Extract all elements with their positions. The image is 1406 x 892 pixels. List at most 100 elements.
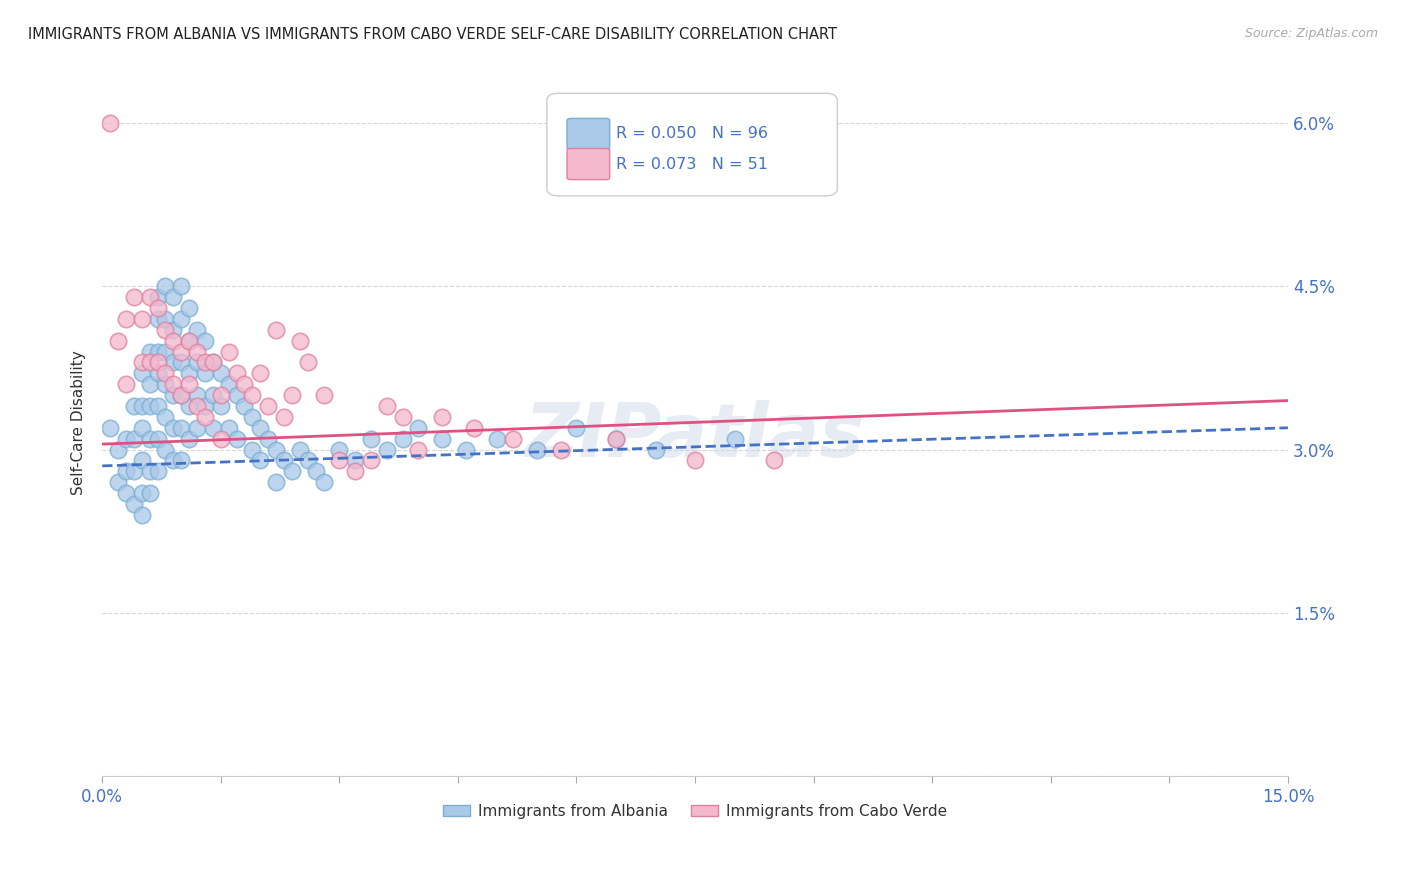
Point (565, 421, 588, 435)
Point (155, 409, 177, 424)
Point (194, 409, 217, 424)
FancyBboxPatch shape (567, 119, 610, 150)
Point (179, 432, 201, 446)
Point (98, 116, 121, 130)
Point (257, 432, 280, 446)
Point (375, 442, 398, 457)
Point (242, 409, 264, 424)
Point (155, 312, 177, 326)
Point (179, 334, 201, 348)
Point (170, 355, 193, 369)
Point (194, 355, 217, 369)
Point (131, 421, 153, 435)
Point (225, 432, 247, 446)
Point (218, 421, 240, 435)
Point (328, 453, 350, 467)
Point (194, 399, 217, 413)
Point (249, 421, 271, 435)
Point (155, 323, 177, 337)
Point (155, 344, 177, 359)
Point (155, 377, 177, 392)
Point (186, 399, 208, 413)
FancyBboxPatch shape (547, 94, 838, 196)
Point (683, 453, 706, 467)
Point (344, 453, 367, 467)
Point (288, 442, 311, 457)
Point (122, 290, 145, 304)
Point (131, 508, 153, 522)
Point (179, 377, 201, 392)
Point (194, 334, 217, 348)
Point (463, 421, 485, 435)
Point (201, 355, 224, 369)
Point (288, 334, 311, 348)
Point (430, 432, 453, 446)
Point (526, 442, 548, 457)
Point (297, 355, 319, 369)
Point (115, 377, 138, 392)
Point (138, 290, 160, 304)
Point (162, 453, 184, 467)
Text: ZIPatlas: ZIPatlas (524, 400, 865, 473)
Point (281, 388, 304, 402)
Point (179, 399, 201, 413)
Point (186, 344, 208, 359)
Point (273, 409, 295, 424)
Point (391, 432, 413, 446)
Point (162, 388, 184, 402)
Point (162, 290, 184, 304)
Point (360, 453, 382, 467)
Point (131, 312, 153, 326)
Point (146, 367, 169, 381)
Point (186, 355, 208, 369)
Point (233, 399, 256, 413)
Point (138, 399, 160, 413)
Point (454, 442, 477, 457)
Point (408, 442, 430, 457)
Point (131, 367, 153, 381)
Point (360, 432, 382, 446)
Point (138, 344, 160, 359)
Point (408, 421, 430, 435)
Point (162, 323, 184, 337)
Point (186, 421, 208, 435)
Point (146, 344, 169, 359)
Point (297, 453, 319, 467)
Point (328, 442, 350, 457)
Point (170, 388, 193, 402)
Point (502, 432, 524, 446)
Point (225, 388, 247, 402)
Point (550, 442, 572, 457)
Point (233, 377, 256, 392)
Point (375, 399, 398, 413)
Point (430, 409, 453, 424)
Point (723, 432, 745, 446)
Point (242, 388, 264, 402)
Y-axis label: Self-Care Disability: Self-Care Disability (72, 350, 86, 495)
Point (162, 421, 184, 435)
Point (209, 432, 232, 446)
Point (170, 312, 193, 326)
Text: IMMIGRANTS FROM ALBANIA VS IMMIGRANTS FROM CABO VERDE SELF-CARE DISABILITY CORRE: IMMIGRANTS FROM ALBANIA VS IMMIGRANTS FR… (28, 27, 837, 42)
Point (170, 453, 193, 467)
Point (186, 323, 208, 337)
Point (122, 464, 145, 478)
Point (486, 432, 509, 446)
Point (138, 432, 160, 446)
Point (264, 323, 287, 337)
Point (146, 464, 169, 478)
Point (264, 442, 287, 457)
Text: R = 0.050   N = 96: R = 0.050 N = 96 (616, 127, 768, 142)
Point (312, 388, 335, 402)
Point (170, 421, 193, 435)
Point (209, 367, 232, 381)
Point (170, 344, 193, 359)
Point (115, 312, 138, 326)
Point (218, 377, 240, 392)
Point (170, 388, 193, 402)
Point (115, 464, 138, 478)
Point (146, 312, 169, 326)
Point (391, 409, 413, 424)
Point (201, 388, 224, 402)
Point (107, 442, 129, 457)
